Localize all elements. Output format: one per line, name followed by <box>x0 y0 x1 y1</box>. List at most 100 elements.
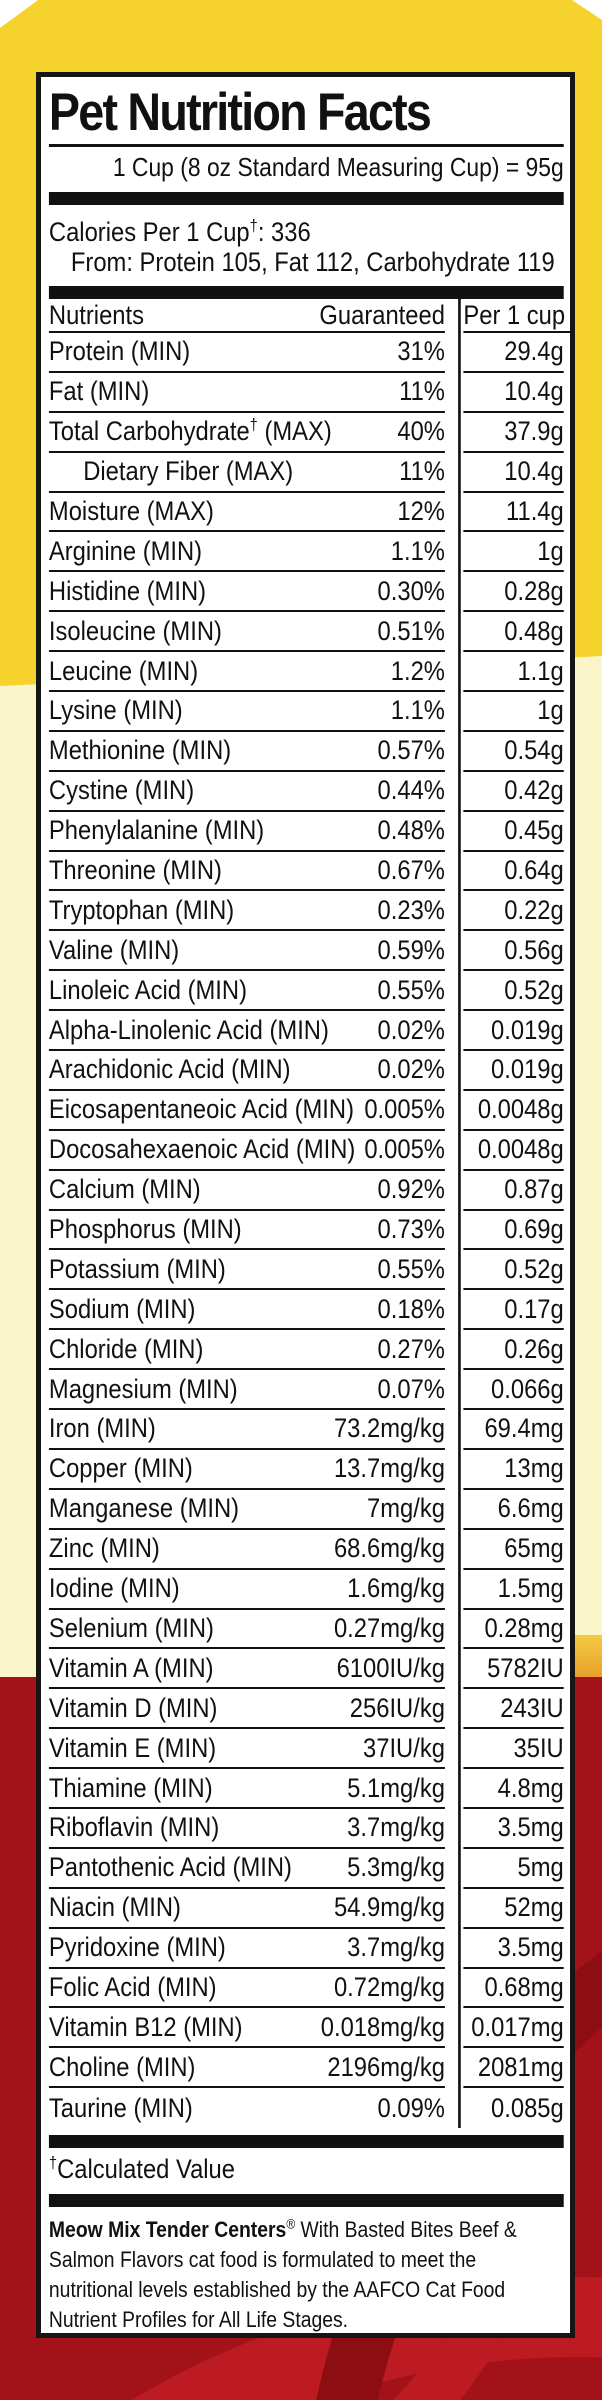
per-cup-value: 0.48g <box>504 615 564 646</box>
table-row: Arginine (MIN) 1.1% 1g <box>48 532 564 573</box>
per-cup-value: 1.1g <box>517 655 564 686</box>
per-cup-value: 52mg <box>504 1892 564 1923</box>
guaranteed-value: 256IU/kg <box>349 1692 445 1723</box>
divider-bar <box>48 2194 564 2208</box>
per-cup-value: 1.5mg <box>497 1573 564 1604</box>
nutrient-name: Eicosapentaneoic Acid (MIN) <box>48 1094 354 1125</box>
per-cup-value: 35IU <box>513 1732 564 1763</box>
table-row: Calcium (MIN) 0.92% 0.87g <box>48 1171 564 1211</box>
nutrient-name: Taurine (MIN) <box>48 2092 193 2123</box>
guaranteed-value: 68.6mg/kg <box>333 1533 445 1564</box>
guaranteed-value: 0.55% <box>377 1253 445 1284</box>
table-row: Choline (MIN) 2196mg/kg 2081mg <box>48 2048 564 2089</box>
calories-prefix: Calories Per 1 Cup <box>48 217 250 247</box>
table-row: Vitamin E (MIN) 37IU/kg 35IU <box>48 1729 564 1770</box>
per-cup-value: 11.4g <box>506 496 564 526</box>
table-row: Pantothenic Acid (MIN) 5.3mg/kg 5mg <box>48 1849 564 1889</box>
serving-size-line: 1 Cup (8 oz Standard Measuring Cup) = 95… <box>112 152 564 182</box>
nutrient-name: Thiamine (MIN) <box>48 1772 213 1803</box>
nutrient-name: Threonine (MIN) <box>48 855 222 886</box>
per-cup-value: 0.42g <box>504 775 564 806</box>
table-row: Dietary Fiber (MAX) 11% 10.4g <box>48 453 564 493</box>
nutrient-name: Docosahexaenoic Acid (MIN) <box>48 1134 356 1165</box>
divider-bar <box>48 192 564 205</box>
nutrient-name: Phenylalanine (MIN) <box>48 815 265 846</box>
table-row: Total Carbohydrate† (MAX) 40% 37.9g <box>48 413 564 453</box>
guaranteed-value: 13.7mg/kg <box>333 1453 445 1484</box>
table-row: Fat (MIN) 11% 10.4g <box>48 373 564 413</box>
nutrients-table: Nutrients Guaranteed Per 1 cup Protein (… <box>48 299 573 2129</box>
divider-bar <box>48 2135 564 2149</box>
guaranteed-value: 73.2mg/kg <box>333 1413 445 1444</box>
per-cup-value: 0.17g <box>504 1293 564 1324</box>
table-row: Vitamin A (MIN) 6100IU/kg 5782IU <box>48 1649 564 1690</box>
table-row: Potassium (MIN) 0.55% 0.52g <box>48 1250 564 1291</box>
table-row: Tryptophan (MIN) 0.23% 0.22g <box>48 891 564 932</box>
table-row: Folic Acid (MIN) 0.72mg/kg 0.68mg <box>48 1969 564 2009</box>
per-cup-value: 0.019g <box>491 1014 564 1045</box>
divider-bar <box>48 286 564 299</box>
nutrient-name: Sodium (MIN) <box>48 1293 196 1324</box>
table-row: Zinc (MIN) 68.6mg/kg 65mg <box>48 1530 564 1570</box>
guaranteed-value: 1.2% <box>390 655 445 686</box>
per-cup-value: 3.5mg <box>497 1932 564 1963</box>
per-cup-value: 0.69g <box>504 1214 564 1245</box>
nutrient-name: Total Carbohydrate <box>48 416 250 447</box>
per-cup-value: 0.066g <box>491 1373 564 1404</box>
per-cup-value: 10.4g <box>504 376 564 407</box>
guaranteed-value: 11% <box>399 376 445 407</box>
table-row: Magnesium (MIN) 0.07% 0.066g <box>48 1370 564 1411</box>
label-title: Pet Nutrition Facts <box>48 83 432 142</box>
per-cup-value: 5782IU <box>487 1652 564 1683</box>
nutrient-name: Pyridoxine (MIN) <box>48 1932 226 1963</box>
guaranteed-value: 0.27mg/kg <box>333 1612 445 1643</box>
nutrient-name: Iodine (MIN) <box>48 1573 180 1604</box>
table-row: Leucine (MIN) 1.2% 1.1g <box>48 652 564 693</box>
nutrient-dagger: † <box>249 415 258 435</box>
guaranteed-value: 0.005% <box>364 1134 445 1165</box>
per-cup-value: 0.54g <box>504 735 564 766</box>
table-row: Riboflavin (MIN) 3.7mg/kg 3.5mg <box>48 1809 564 1849</box>
footnote-dagger: † <box>48 2153 58 2173</box>
table-row: Isoleucine (MIN) 0.51% 0.48g <box>48 612 564 653</box>
nutrient-name: Valine (MIN) <box>48 934 180 965</box>
table-row: Docosahexaenoic Acid (MIN) 0.005% 0.0048… <box>48 1131 564 1171</box>
nutrient-name: Arachidonic Acid (MIN) <box>48 1054 291 1085</box>
per-cup-value: 69.4mg <box>484 1413 564 1444</box>
guaranteed-value: 0.44% <box>377 775 445 806</box>
guaranteed-value: 0.57% <box>377 735 445 766</box>
nutrient-name: Riboflavin (MIN) <box>48 1812 220 1843</box>
guaranteed-value: 0.27% <box>377 1333 445 1364</box>
guaranteed-value: 0.72mg/kg <box>333 1971 445 2002</box>
nutrient-name: Cystine (MIN) <box>48 775 195 806</box>
table-row: Selenium (MIN) 0.27mg/kg 0.28mg <box>48 1610 564 1650</box>
per-cup-value: 0.87g <box>504 1174 564 1205</box>
guaranteed-value: 37IU/kg <box>363 1732 445 1763</box>
nutrient-name: Moisture (MAX) <box>48 496 214 526</box>
guaranteed-value: 2196mg/kg <box>327 2051 445 2082</box>
nutrient-name: Alpha-Linolenic Acid (MIN) <box>48 1014 329 1045</box>
calories-value: : 336 <box>257 217 311 247</box>
per-cup-value: 0.26g <box>504 1333 564 1364</box>
nutrient-name: Vitamin D (MIN) <box>48 1692 218 1723</box>
calculated-value-footnote: †Calculated Value <box>49 2154 564 2184</box>
guaranteed-value: 1.1% <box>390 695 445 726</box>
table-row: Arachidonic Acid (MIN) 0.02% 0.019g <box>48 1051 564 1091</box>
guaranteed-value: 1.1% <box>390 535 445 566</box>
table-row: Taurine (MIN) 0.09% 0.085g <box>49 2088 564 2128</box>
guaranteed-value: 0.48% <box>377 815 445 846</box>
per-cup-value: 37.9g <box>504 416 564 447</box>
per-cup-value: 4.8mg <box>497 1772 564 1803</box>
header-per-cup: Per 1 cup <box>463 299 566 330</box>
per-cup-value: 0.28mg <box>484 1612 564 1643</box>
table-row: Copper (MIN) 13.7mg/kg 13mg <box>48 1450 564 1490</box>
guaranteed-value: 5.1mg/kg <box>347 1772 445 1803</box>
per-cup-value: 243IU <box>500 1692 564 1723</box>
guaranteed-value: 0.55% <box>377 974 445 1005</box>
calories-line: Calories Per 1 Cup†: 336 <box>49 217 564 247</box>
nutrient-name: Tryptophan (MIN) <box>48 894 235 925</box>
registered-mark: ® <box>286 2216 296 2232</box>
nutrient-name: Copper (MIN) <box>48 1453 193 1484</box>
per-cup-value: 5mg <box>517 1852 564 1883</box>
nutrient-name: Folic Acid (MIN) <box>48 1971 217 2002</box>
